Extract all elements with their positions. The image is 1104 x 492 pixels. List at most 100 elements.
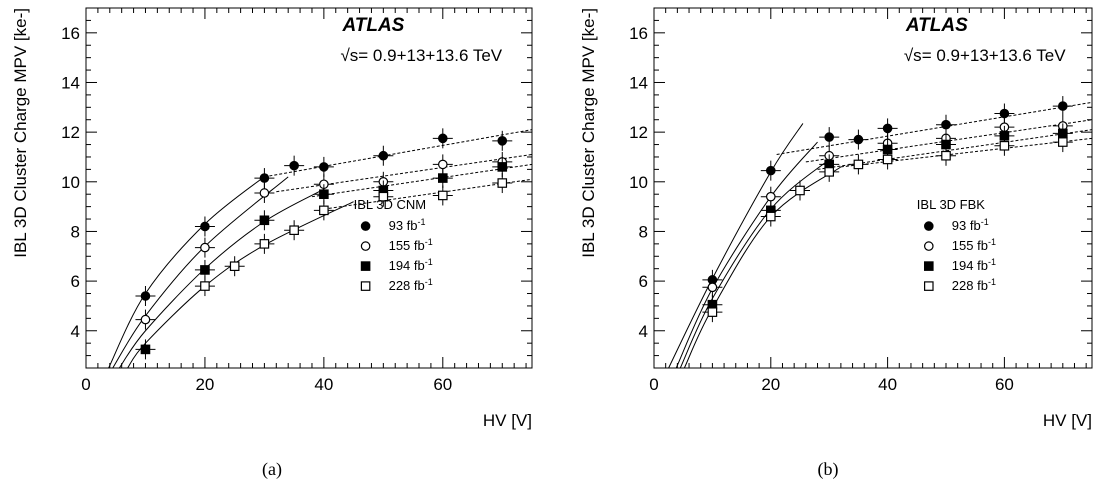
data-point	[319, 205, 329, 216]
data-point	[378, 150, 389, 161]
x-tick-label: 0	[649, 375, 658, 394]
data-point	[438, 173, 448, 183]
data-point	[824, 167, 834, 177]
data-point	[795, 185, 805, 196]
data-point	[497, 178, 508, 188]
fit-plateau-line	[840, 137, 1092, 168]
legend-marker	[360, 241, 371, 251]
fit-plateau-line	[805, 119, 1092, 163]
y-tick-label: 6	[71, 272, 80, 291]
legend-title: IBL 3D FBK	[917, 197, 985, 212]
legend-marker	[923, 241, 934, 251]
legend-label-text: 93 fb	[952, 218, 981, 233]
y-tick-label: 16	[629, 24, 648, 43]
legend-label-text: 93 fb	[389, 218, 418, 233]
legend-label: 194 fb-1	[389, 257, 433, 273]
energy-value: = 0.9+13+13.6 TeV	[358, 46, 503, 65]
x-tick-label: 60	[995, 375, 1014, 394]
legend-label: 155 fb-1	[952, 237, 996, 253]
x-tick-label: 60	[433, 375, 452, 394]
data-point	[259, 239, 270, 249]
legend-marker	[360, 261, 371, 271]
data-point	[853, 159, 864, 170]
panel-a: 0 20 40 60 4 6 8 10 12 14 16 HV [V] IBL 3D Cluster C…	[11, 7, 533, 430]
data-point	[289, 160, 299, 171]
legend-label-text: 228 fb	[389, 278, 425, 293]
fit-plateau-line	[311, 163, 532, 198]
data-point	[999, 140, 1010, 151]
legend-label-text: 194 fb	[389, 258, 425, 273]
legend-label-text: 155 fb	[389, 238, 425, 253]
data-point	[319, 189, 329, 200]
fit-plateau-line	[776, 101, 1092, 155]
y-tick-label: 14	[61, 73, 80, 92]
data-point	[765, 191, 776, 202]
data-point	[1058, 101, 1068, 111]
data-point	[438, 190, 448, 201]
x-axis-label: HV [V]	[483, 411, 532, 430]
legend-label-sup: -1	[418, 217, 426, 227]
legend-label-sup: -1	[425, 277, 433, 287]
data-point	[200, 221, 210, 232]
y-tick-label: 8	[639, 222, 648, 241]
data-point	[497, 136, 508, 146]
legend-marker	[360, 281, 371, 291]
energy-value: = 0.9+13+13.6 TeV	[922, 46, 1067, 65]
legend-label: 228 fb-1	[389, 277, 433, 293]
fit-rise-curve	[127, 201, 354, 368]
legend-label-sup: -1	[988, 257, 996, 267]
data-point	[497, 162, 508, 172]
data-point	[941, 119, 951, 130]
legend-label-sup: -1	[981, 217, 989, 227]
series-open-square	[702, 132, 1073, 323]
y-tick-label: 12	[61, 123, 80, 142]
legend-label-sup: -1	[425, 237, 433, 247]
energy-label: √s= 0.9+13+13.6 TeV	[904, 46, 1066, 65]
legend-label: 228 fb-1	[952, 277, 996, 293]
data-point	[289, 225, 299, 236]
fit-rise-curve	[108, 173, 268, 368]
data-point	[765, 211, 776, 222]
data-point	[200, 265, 210, 275]
data-point	[319, 162, 329, 172]
legend-marker	[360, 221, 371, 231]
fit-rise-curve	[668, 123, 804, 368]
data-point	[229, 261, 240, 272]
legend-marker	[923, 261, 934, 271]
y-axis-label: IBL 3D Cluster Charge MPV [ke-]	[11, 8, 30, 258]
data-point	[437, 133, 448, 144]
energy-sqrt: √s	[340, 46, 358, 65]
data-point	[200, 242, 210, 253]
legend-label-text: 155 fb	[952, 238, 988, 253]
x-tick-label: 20	[195, 375, 214, 394]
legend-label: 93 fb-1	[389, 217, 426, 233]
y-tick-label: 4	[71, 322, 80, 341]
plot-frame	[85, 7, 533, 369]
atlas-label: ATLAS	[905, 15, 968, 36]
fit-rise-curve	[118, 188, 325, 368]
series-filled-square	[135, 156, 513, 360]
data-point	[140, 291, 151, 301]
caption-b: (b)	[818, 459, 839, 480]
data-point	[1057, 137, 1068, 147]
legend-marker	[923, 221, 934, 231]
legend-label-sup: -1	[988, 277, 996, 287]
x-tick-label: 40	[314, 375, 333, 394]
legend-marker	[923, 281, 934, 291]
data-point	[259, 188, 270, 198]
data-point	[765, 165, 776, 176]
fit-curves	[668, 101, 1092, 368]
data-point	[200, 281, 210, 291]
data-point	[378, 191, 389, 202]
y-tick-label: 6	[639, 272, 648, 291]
data-point	[707, 282, 718, 293]
y-tick-label: 10	[61, 173, 80, 192]
y-tick-label: 12	[629, 123, 648, 142]
data-point	[882, 154, 893, 165]
x-tick-label: 40	[878, 375, 897, 394]
legend-label: 155 fb-1	[389, 237, 433, 253]
fit-rise-curve	[679, 159, 830, 368]
data-point	[437, 159, 448, 170]
legend-label-sup: -1	[425, 257, 433, 267]
x-tick-label: 0	[81, 375, 90, 394]
